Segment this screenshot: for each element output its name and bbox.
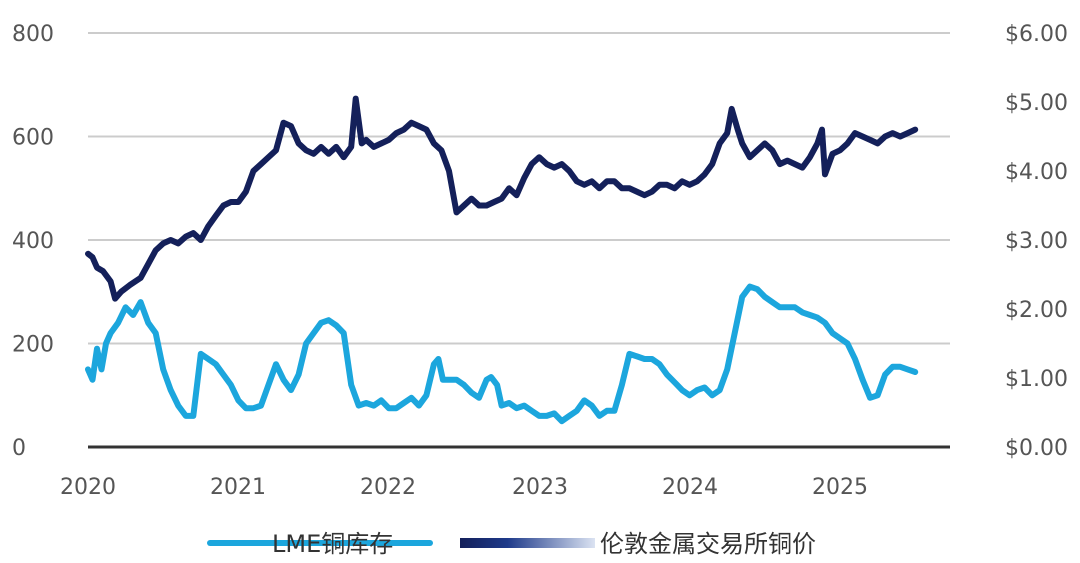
legend-label-inventory: LME铜库存 — [272, 530, 393, 558]
x-tick-label: 2024 — [662, 475, 718, 500]
y-right-tick-label: $6.00 — [1005, 22, 1068, 47]
y-left-tick-label: 600 — [12, 126, 54, 151]
y-right-tick-label: $4.00 — [1005, 160, 1068, 185]
y-right-tick-label: $2.00 — [1005, 298, 1068, 323]
series-line-price — [85, 95, 919, 302]
legend-label-price: 伦敦金属交易所铜价 — [600, 530, 816, 558]
x-tick-label: 2020 — [60, 475, 116, 500]
x-tick-label: 2023 — [512, 475, 568, 500]
y-right-tick-label: $0.00 — [1005, 436, 1068, 461]
right-axis-ticks: $6.00 $5.00 $4.00 $3.00 $2.00 $1.00 $0.00 — [1005, 22, 1068, 461]
y-right-tick-label: $3.00 — [1005, 229, 1068, 254]
x-tick-label: 2021 — [210, 475, 266, 500]
y-right-tick-label: $5.00 — [1005, 91, 1068, 116]
x-tick-label: 2022 — [360, 475, 416, 500]
x-tick-label: 2025 — [812, 475, 868, 500]
gridlines — [88, 32, 950, 449]
y-left-tick-label: 200 — [12, 333, 54, 358]
series-line-inventory — [85, 283, 919, 425]
y-left-tick-label: 400 — [12, 229, 54, 254]
legend-swatch-price — [460, 538, 595, 548]
y-left-tick-label: 800 — [12, 22, 54, 47]
left-axis-ticks: 800 600 400 200 0 — [12, 22, 54, 461]
y-right-tick-label: $1.00 — [1005, 367, 1068, 392]
x-axis-ticks: 2020 2021 2022 2023 2024 2025 — [60, 475, 868, 500]
legend: LME铜库存 伦敦金属交易所铜价 — [207, 530, 816, 558]
series-lines — [85, 95, 919, 425]
y-left-tick-label: 0 — [12, 436, 26, 461]
